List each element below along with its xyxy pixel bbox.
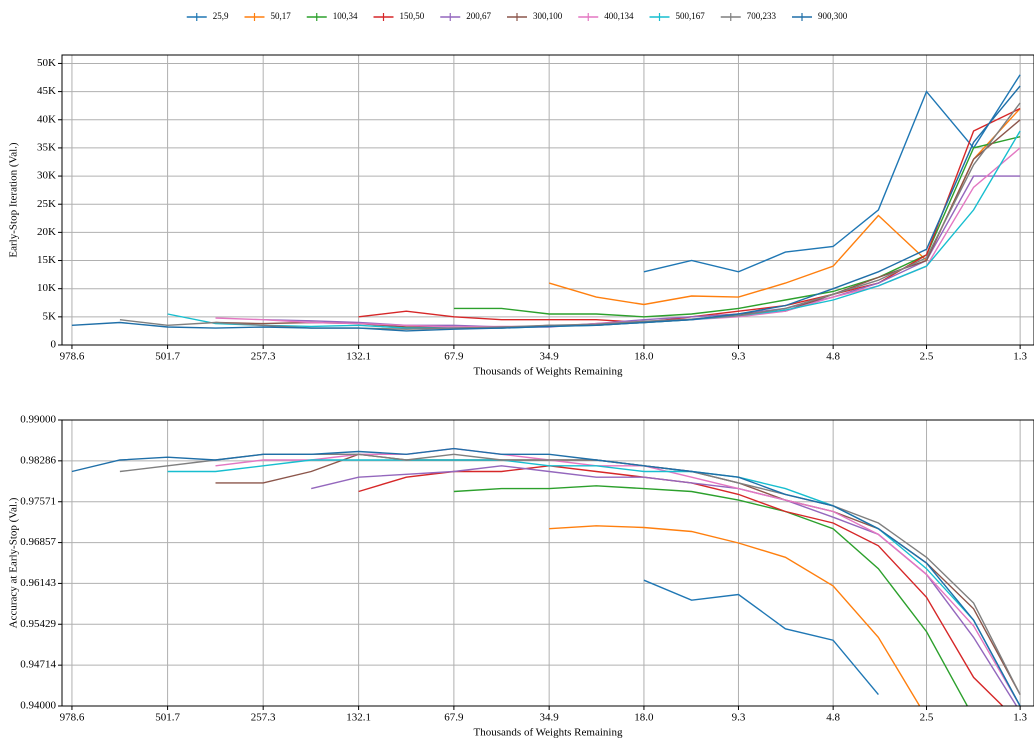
- x-tick-label: 1.3: [1013, 712, 1027, 724]
- legend: 25,9 50,17 100,34 150,50 200,67 300,100 400,13…: [186, 11, 848, 21]
- x-tick-label: 1.3: [1013, 351, 1027, 363]
- x-tick-label: 2.5: [920, 712, 934, 724]
- legend-label: 500,167: [676, 11, 706, 21]
- series-line: [453, 485, 969, 706]
- y-tick-label: 0.97571: [20, 495, 56, 507]
- axes-frame: [61, 419, 1034, 707]
- legend-label: 50,17: [271, 11, 292, 21]
- y-tick-label: 0.95429: [20, 618, 56, 630]
- y-tick-label: 45K: [37, 85, 56, 97]
- x-axis-label: Thousands of Weights Remaining: [474, 727, 623, 739]
- y-tick-label: 0.94714: [20, 659, 56, 671]
- x-tick-label: 34.9: [540, 351, 560, 363]
- y-axis-label: Early-Stop Iteration (Val.): [8, 142, 20, 257]
- x-tick-label: 132.1: [346, 712, 371, 724]
- x-tick-label: 132.1: [346, 351, 371, 363]
- legend-label: 900,300: [818, 11, 848, 21]
- x-tick-label: 978.6: [60, 351, 85, 363]
- series-line: [358, 107, 1021, 324]
- x-tick-label: 257.3: [251, 351, 276, 363]
- y-tick-label: 15K: [37, 254, 56, 266]
- y-tick-label: 50K: [37, 57, 56, 69]
- series-line: [167, 130, 1021, 329]
- y-tick-label: 25K: [37, 198, 56, 210]
- plot-area: [71, 74, 1021, 332]
- series-line: [358, 465, 1004, 706]
- series-line: [643, 579, 879, 696]
- x-tick-label: 18.0: [634, 351, 654, 363]
- x-tick-label: 501.7: [155, 712, 180, 724]
- x-tick-label: 257.3: [251, 712, 276, 724]
- x-tick-label: 67.9: [444, 712, 464, 724]
- series-line: [215, 453, 1021, 695]
- y-tick-label: 0.94000: [20, 700, 56, 712]
- x-tick-label: 34.9: [540, 712, 560, 724]
- legend-label: 400,134: [604, 11, 634, 21]
- x-axis-label: Thousands of Weights Remaining: [474, 366, 623, 378]
- series-line: [119, 102, 1021, 330]
- y-tick-label: 0: [51, 339, 57, 351]
- y-tick-label: 40K: [37, 113, 56, 125]
- legend-label: 300,100: [533, 11, 563, 21]
- y-tick-label: 0.96143: [20, 577, 56, 589]
- y-tick-label: 0.96857: [20, 536, 56, 548]
- series-line: [453, 136, 1021, 318]
- y-tick-label: 5K: [43, 310, 57, 322]
- x-tick-label: 2.5: [920, 351, 934, 363]
- series-line: [71, 85, 1021, 332]
- x-tick-label: 67.9: [444, 351, 464, 363]
- series-line: [119, 453, 1021, 695]
- y-axis-label: Accuracy at Early-Stop (Val.): [8, 497, 20, 628]
- x-tick-label: 9.3: [732, 351, 746, 363]
- y-tick-label: 20K: [37, 226, 56, 238]
- series-line: [215, 119, 1021, 329]
- series-line: [215, 447, 1021, 706]
- legend-label: 150,50: [400, 11, 425, 21]
- y-tick-label: 35K: [37, 141, 56, 153]
- series-line: [71, 447, 1021, 706]
- axes-frame: [61, 54, 1034, 346]
- plot-area: [71, 447, 1021, 706]
- y-tick-label: 10K: [37, 282, 56, 294]
- x-tick-label: 4.8: [826, 712, 840, 724]
- legend-label: 700,233: [747, 11, 777, 21]
- x-tick-label: 18.0: [634, 712, 654, 724]
- y-tick-label: 0.98286: [20, 454, 56, 466]
- x-tick-label: 501.7: [155, 351, 180, 363]
- series-line: [643, 74, 1021, 273]
- legend-label: 200,67: [466, 11, 491, 21]
- x-tick-label: 4.8: [826, 351, 840, 363]
- y-tick-label: 30K: [37, 170, 56, 182]
- x-tick-label: 9.3: [732, 712, 746, 724]
- y-tick-label: 0.99000: [20, 414, 56, 426]
- series-line: [549, 525, 921, 706]
- x-tick-label: 978.6: [60, 712, 85, 724]
- legend-label: 25,9: [213, 11, 229, 21]
- series-line: [549, 108, 1021, 306]
- legend-label: 100,34: [333, 11, 358, 21]
